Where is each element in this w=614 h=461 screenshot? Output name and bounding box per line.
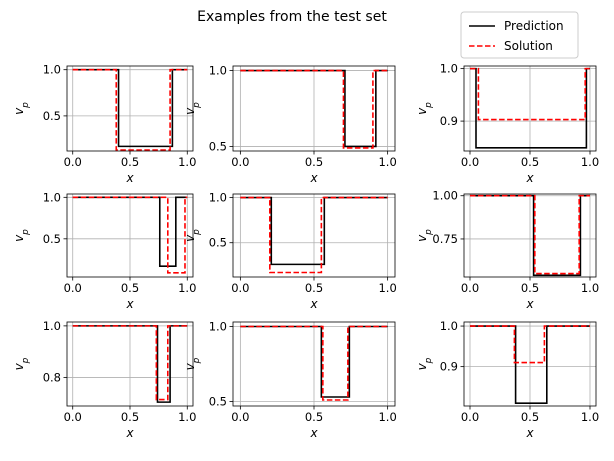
x-tick-label: 0.5 (121, 281, 139, 295)
subplot-1: 0.0 0.5 1.0 0.5 1.0 x vp (12, 63, 196, 185)
x-tick-label: 1.0 (581, 281, 599, 295)
x-axis-label: x (125, 426, 134, 440)
y-tick-label: 1.0 (209, 320, 227, 334)
y-tick-label: 1.0 (43, 63, 61, 77)
y-tick-label: 1.0 (209, 191, 227, 205)
y-tick-label: 0.75 (432, 232, 458, 246)
y-tick-label: 0.5 (209, 139, 227, 153)
x-tick-label: 0.5 (521, 155, 539, 169)
solution-line (470, 325, 590, 364)
y-axis-label: vp (415, 229, 434, 242)
x-axis-label: x (309, 297, 318, 311)
x-tick-label: 1.0 (178, 410, 196, 424)
x-tick-label: 0.0 (231, 281, 249, 295)
y-axis-label: vp (415, 357, 434, 370)
y-tick-label: 1.0 (209, 64, 227, 78)
x-axis-label: x (125, 171, 134, 185)
y-axis-label: vp (12, 229, 31, 242)
solution-line (240, 196, 388, 274)
subplot-3: 0.0 0.5 1.0 0.9 1.0 x vp (415, 62, 599, 185)
x-tick-label: 0.0 (64, 281, 82, 295)
x-tick-label: 0.0 (461, 155, 479, 169)
x-tick-label: 0.5 (121, 155, 139, 169)
subplot-5: 0.0 0.5 1.0 0.5 1.0 x vp (183, 191, 397, 311)
x-tick-label: 0.0 (461, 410, 479, 424)
x-axis-label: x (309, 171, 318, 185)
x-tick-label: 0.0 (231, 155, 249, 169)
x-tick-label: 1.0 (378, 281, 396, 295)
solution-line (72, 196, 188, 274)
x-tick-label: 0.5 (305, 410, 323, 424)
x-tick-label: 0.5 (305, 281, 323, 295)
y-tick-label: 0.5 (209, 236, 227, 250)
x-tick-label: 0.5 (305, 155, 323, 169)
solution-line (470, 67, 590, 121)
x-axis-label: x (525, 297, 534, 311)
subplot-8: 0.0 0.5 1.0 0.5 1.0 x vp (183, 320, 397, 441)
y-tick-label: 1.0 (43, 190, 61, 204)
legend-prediction-label: Prediction (504, 19, 564, 33)
y-tick-label: 0.5 (43, 232, 61, 246)
legend-solution-label: Solution (504, 39, 553, 53)
y-axis-label: vp (415, 102, 434, 115)
x-axis-label: x (525, 426, 534, 440)
subplot-6: 0.0 0.5 1.0 0.75 1.00 x vp (415, 189, 599, 311)
legend: Prediction Solution (460, 11, 579, 59)
x-axis-label: x (125, 297, 134, 311)
x-tick-label: 1.0 (378, 410, 396, 424)
y-axis-label: vp (183, 102, 202, 115)
x-tick-label: 1.0 (178, 155, 196, 169)
figure-title: Examples from the test set (197, 9, 387, 25)
y-tick-label: 0.5 (209, 395, 227, 409)
x-axis-label: x (525, 171, 534, 185)
subplot-4: 0.0 0.5 1.0 0.5 1.0 x vp (12, 190, 196, 311)
prediction-line (72, 68, 188, 148)
y-tick-label: 1.0 (440, 319, 458, 333)
prediction-line (72, 325, 188, 403)
solution-line (470, 194, 590, 275)
x-tick-label: 0.0 (64, 155, 82, 169)
solution-line (240, 325, 388, 401)
subplot-9: 0.0 0.5 1.0 0.9 1.0 x vp (415, 319, 599, 440)
x-tick-label: 1.0 (581, 410, 599, 424)
subplot-7: 0.0 0.5 1.0 0.8 1.0 x vp (12, 319, 196, 440)
x-tick-label: 0.0 (64, 410, 82, 424)
x-tick-label: 0.0 (461, 281, 479, 295)
x-tick-label: 1.0 (178, 281, 196, 295)
y-axis-label: vp (183, 357, 202, 370)
x-axis-label: x (309, 426, 318, 440)
solution-line (72, 68, 188, 151)
subplot-2: 0.0 0.5 1.0 0.5 1.0 x vp (183, 64, 397, 185)
x-tick-label: 1.0 (378, 155, 396, 169)
y-axis-label: vp (183, 229, 202, 242)
y-tick-label: 0.8 (43, 371, 61, 385)
y-tick-label: 1.0 (43, 319, 61, 333)
x-tick-label: 1.0 (581, 155, 599, 169)
y-tick-label: 0.9 (440, 360, 458, 374)
y-tick-label: 0.5 (43, 109, 61, 123)
x-tick-label: 0.5 (121, 410, 139, 424)
y-tick-label: 1.0 (440, 62, 458, 76)
y-axis-label: vp (12, 102, 31, 115)
y-axis-label: vp (12, 357, 31, 370)
y-tick-label: 0.9 (440, 114, 458, 128)
x-tick-label: 0.0 (231, 410, 249, 424)
solution-line (72, 325, 188, 401)
solution-line (240, 69, 388, 149)
y-tick-label: 1.00 (432, 189, 458, 203)
x-tick-label: 0.5 (521, 410, 539, 424)
x-tick-label: 0.5 (521, 281, 539, 295)
